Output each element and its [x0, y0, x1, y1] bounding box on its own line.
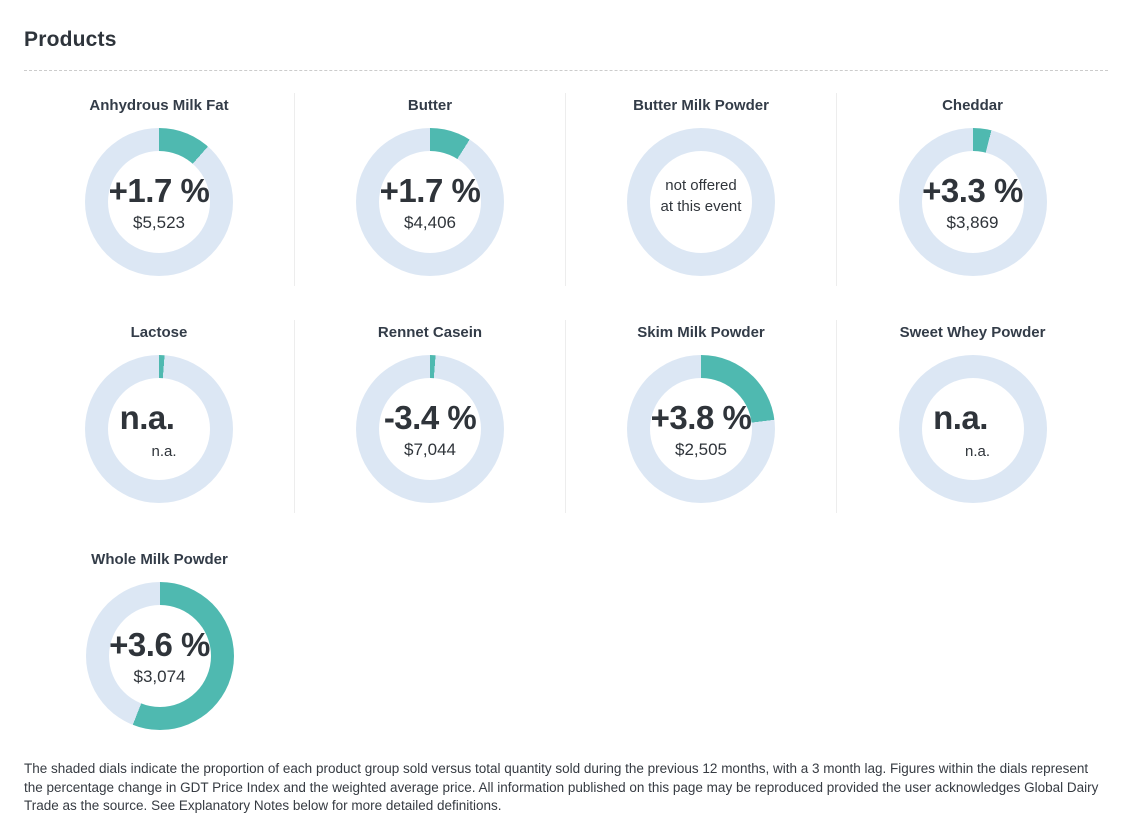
products-grid: Anhydrous Milk Fat +1.7 % $5,523 Butter … — [24, 93, 1108, 740]
product-name: Butter — [407, 97, 453, 114]
product-name: Skim Milk Powder — [637, 324, 765, 341]
price-change: +3.8 % — [650, 398, 752, 436]
product-dial: n.a. n.a. — [85, 355, 233, 503]
dial-center: +3.6 % $3,074 — [108, 605, 211, 707]
dial-center: n.a. n.a. — [108, 378, 210, 480]
not-offered-line1: not offered — [665, 177, 737, 194]
product-card-cheddar: Cheddar +3.3 % $3,869 — [837, 93, 1108, 286]
product-name: Whole Milk Powder — [91, 551, 228, 568]
product-dial: +3.3 % $3,869 — [898, 128, 1047, 276]
product-card-butter-milk-powder: Butter Milk Powder not offered at this e… — [566, 93, 837, 286]
dials-explanation-text: The shaded dials indicate the proportion… — [24, 761, 1099, 813]
product-name: Anhydrous Milk Fat — [89, 97, 229, 114]
dial-center: not offered at this event — [650, 151, 752, 253]
dial-center: +3.8 % $2,505 — [650, 378, 752, 480]
avg-price: n.a. — [151, 442, 177, 460]
product-dial: +1.7 % $5,523 — [85, 128, 233, 276]
dial-center: +1.7 % $4,406 — [379, 151, 481, 253]
price-change: -3.4 % — [383, 398, 477, 436]
avg-price: $2,505 — [675, 439, 727, 459]
product-card-anhydrous-milk-fat: Anhydrous Milk Fat +1.7 % $5,523 — [24, 93, 295, 286]
not-offered-note: not offered at this event — [661, 175, 742, 217]
product-dial: +3.8 % $2,505 — [627, 355, 775, 503]
product-card-skim-milk-powder: Skim Milk Powder +3.8 % $2,505 — [566, 320, 837, 513]
product-name: Rennet Casein — [377, 324, 483, 341]
avg-price: $4,406 — [404, 212, 456, 232]
price-change: +3.6 % — [109, 625, 210, 663]
avg-price: $5,523 — [133, 212, 185, 232]
avg-price: $7,044 — [404, 439, 456, 459]
avg-price: $3,074 — [133, 666, 186, 686]
product-dial: +1.7 % $4,406 — [356, 128, 504, 276]
product-name: Sweet Whey Powder — [899, 324, 1046, 341]
price-change: n.a. — [119, 398, 175, 436]
avg-price: $3,869 — [946, 212, 999, 232]
dial-center: n.a. n.a. — [921, 378, 1024, 480]
not-offered-line2: at this event — [660, 198, 742, 215]
product-card-whole-milk-powder: Whole Milk Powder +3.6 % $3,074 — [24, 547, 295, 740]
products-section: Products Anhydrous Milk Fat +1.7 % $5,52… — [24, 28, 1108, 813]
product-name: Butter Milk Powder — [633, 97, 769, 114]
price-change: +1.7 % — [379, 171, 481, 209]
product-card-lactose: Lactose n.a. n.a. — [24, 320, 295, 513]
page-title: Products — [24, 28, 117, 51]
price-change: +3.3 % — [922, 171, 1023, 209]
product-dial: -3.4 % $7,044 — [356, 355, 504, 503]
product-dial: n.a. n.a. — [898, 355, 1047, 503]
dial-center: +1.7 % $5,523 — [108, 151, 210, 253]
product-name: Cheddar — [942, 97, 1003, 114]
price-change: n.a. — [933, 398, 988, 436]
product-dial: +3.6 % $3,074 — [85, 582, 234, 730]
section-divider — [24, 70, 1108, 71]
product-dial: not offered at this event — [627, 128, 775, 276]
price-change: +1.7 % — [108, 171, 210, 209]
product-card-sweet-whey-powder: Sweet Whey Powder n.a. n.a. — [837, 320, 1108, 513]
product-name: Lactose — [130, 324, 188, 341]
dial-center: -3.4 % $7,044 — [379, 378, 481, 480]
product-card-rennet-casein: Rennet Casein -3.4 % $7,044 — [295, 320, 566, 513]
product-card-butter: Butter +1.7 % $4,406 — [295, 93, 566, 286]
avg-price: n.a. — [964, 442, 991, 460]
dial-center: +3.3 % $3,869 — [921, 151, 1024, 253]
